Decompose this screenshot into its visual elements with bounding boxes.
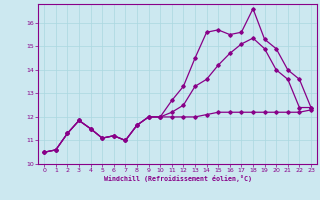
- X-axis label: Windchill (Refroidissement éolien,°C): Windchill (Refroidissement éolien,°C): [104, 175, 252, 182]
